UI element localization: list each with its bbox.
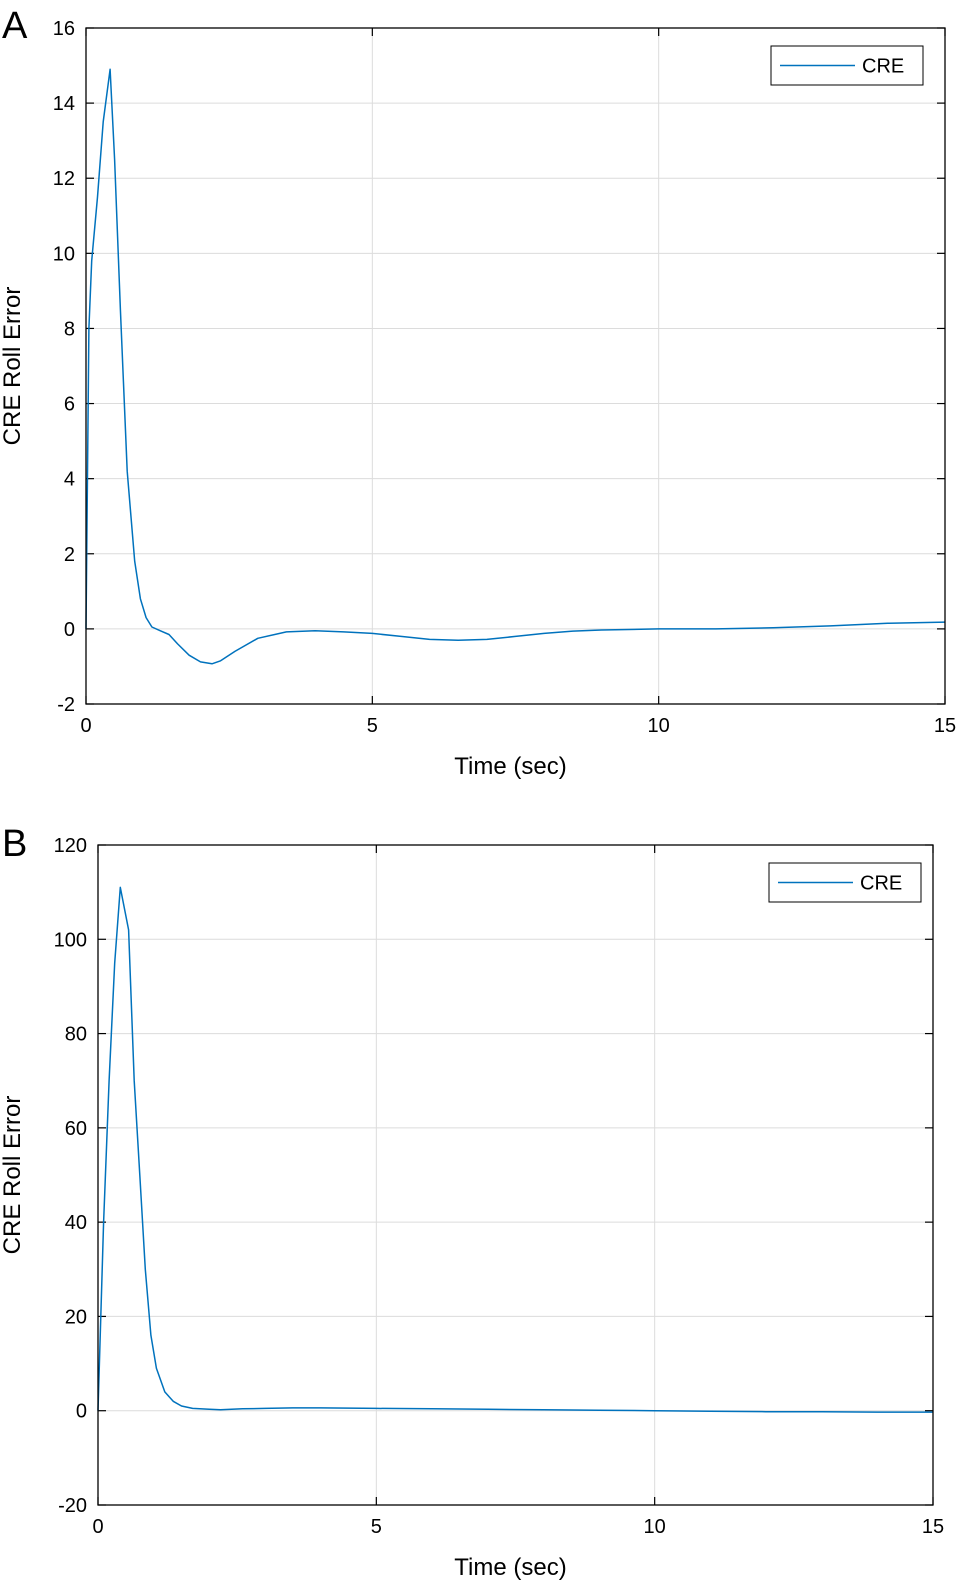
y-tick-label: 6 xyxy=(64,394,75,416)
y-tick-label: 10 xyxy=(53,243,75,265)
legend: CRE xyxy=(768,862,922,903)
series-line-cre xyxy=(97,886,933,1413)
panel-label: A xyxy=(2,5,28,47)
y-tick-label: 100 xyxy=(54,929,87,951)
y-axis-label: CRE Roll Error xyxy=(0,1096,26,1255)
panel-label: B xyxy=(2,823,27,865)
y-tick-label: 80 xyxy=(65,1024,87,1046)
y-axis-label: CRE Roll Error xyxy=(0,287,26,446)
y-tick-label: 12 xyxy=(53,168,75,190)
y-tick-label: 16 xyxy=(53,18,75,40)
legend: CRE xyxy=(770,45,924,86)
axes-frame xyxy=(97,844,934,1506)
x-tick-label: 10 xyxy=(648,715,670,737)
axes-frame xyxy=(85,27,946,705)
y-tick-label: -2 xyxy=(57,694,75,716)
x-axis-label: Time (sec) xyxy=(454,753,566,780)
y-tick-label: 120 xyxy=(54,835,87,857)
x-axis-label: Time (sec) xyxy=(454,1554,566,1581)
y-tick-label: 0 xyxy=(76,1401,87,1423)
x-tick-label: 5 xyxy=(367,715,378,737)
legend-label: CRE xyxy=(860,873,902,895)
series-line-cre xyxy=(85,68,946,665)
y-tick-label: 2 xyxy=(64,544,75,566)
x-tick-label: 5 xyxy=(371,1516,382,1538)
y-tick-label: 20 xyxy=(65,1306,87,1328)
y-tick-label: 60 xyxy=(65,1118,87,1140)
y-tick-label: 14 xyxy=(53,93,75,115)
y-tick-label: 0 xyxy=(64,619,75,641)
y-tick-label: -20 xyxy=(58,1495,87,1517)
x-tick-label: 0 xyxy=(80,715,91,737)
y-tick-label: 8 xyxy=(64,318,75,340)
x-tick-label: 10 xyxy=(644,1516,666,1538)
x-tick-label: 15 xyxy=(934,715,956,737)
x-tick-label: 0 xyxy=(92,1516,103,1538)
x-tick-label: 15 xyxy=(922,1516,944,1538)
y-tick-label: 4 xyxy=(64,469,75,491)
legend-label: CRE xyxy=(862,56,904,78)
y-tick-label: 40 xyxy=(65,1212,87,1234)
